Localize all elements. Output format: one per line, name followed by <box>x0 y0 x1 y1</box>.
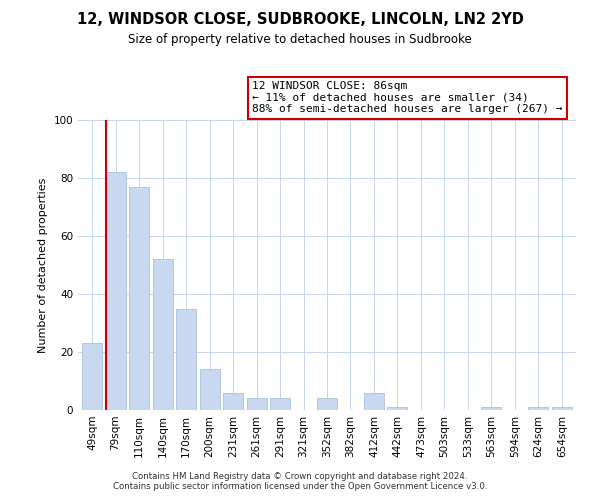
Bar <box>529 407 548 410</box>
Bar <box>152 259 173 410</box>
Bar <box>388 407 407 410</box>
Bar <box>552 407 572 410</box>
Text: Size of property relative to detached houses in Sudbrooke: Size of property relative to detached ho… <box>128 32 472 46</box>
Bar <box>106 172 125 410</box>
Bar <box>200 370 220 410</box>
Text: Contains HM Land Registry data © Crown copyright and database right 2024.: Contains HM Land Registry data © Crown c… <box>132 472 468 481</box>
Bar <box>176 308 196 410</box>
Y-axis label: Number of detached properties: Number of detached properties <box>38 178 48 352</box>
Bar <box>364 392 384 410</box>
Bar <box>129 186 149 410</box>
Text: 12 WINDSOR CLOSE: 86sqm
← 11% of detached houses are smaller (34)
88% of semi-de: 12 WINDSOR CLOSE: 86sqm ← 11% of detache… <box>252 81 563 114</box>
Bar <box>481 407 502 410</box>
Text: Contains public sector information licensed under the Open Government Licence v3: Contains public sector information licen… <box>113 482 487 491</box>
Bar <box>223 392 243 410</box>
Text: 12, WINDSOR CLOSE, SUDBROOKE, LINCOLN, LN2 2YD: 12, WINDSOR CLOSE, SUDBROOKE, LINCOLN, L… <box>77 12 523 28</box>
Bar <box>270 398 290 410</box>
Bar <box>247 398 266 410</box>
Bar <box>317 398 337 410</box>
Bar <box>82 344 102 410</box>
